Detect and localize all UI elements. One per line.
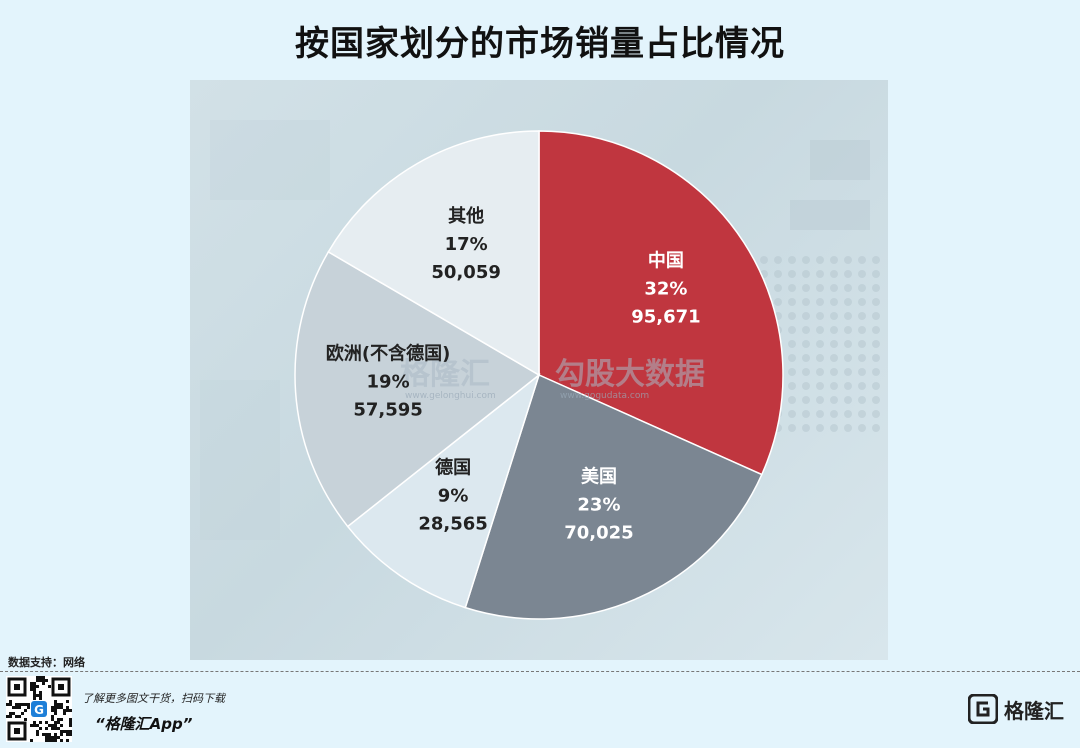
qr-code-icon[interactable]: G bbox=[6, 676, 72, 742]
pie-slice-4 bbox=[327, 130, 540, 377]
footer-divider bbox=[0, 671, 1080, 672]
watermark-brand1: 格隆汇 bbox=[400, 357, 490, 392]
pie-label-value-4: 50,059 bbox=[431, 262, 500, 283]
pie-label-percent-0: 32% bbox=[644, 279, 687, 300]
chart-title: 按国家划分的市场销量占比情况 bbox=[295, 24, 785, 64]
pie-label-name-0: 中国 bbox=[648, 250, 684, 272]
promo-text: 了解更多图文干货，扫码下载 bbox=[82, 692, 225, 705]
data-source: 数据支持：网络 bbox=[8, 656, 85, 669]
pie-label-name-2: 德国 bbox=[435, 457, 471, 479]
pie-label-percent-4: 17% bbox=[445, 234, 488, 255]
pie-label-name-4: 其他 bbox=[448, 205, 484, 227]
brand-logo-text: 格隆汇 bbox=[1004, 698, 1064, 723]
watermark-url1: www.gelonghui.com bbox=[405, 391, 496, 401]
pie-slice-0 bbox=[538, 130, 784, 476]
pie-label-value-2: 28,565 bbox=[418, 514, 487, 535]
pie-label-value-3: 57,595 bbox=[353, 400, 422, 421]
pie-slice-1 bbox=[464, 373, 763, 620]
brand-logo: 格隆汇 bbox=[968, 690, 1072, 728]
watermark-url2: www.gogudata.com bbox=[560, 391, 649, 401]
chart-panel: 格隆汇 勾股大数据 www.gelonghui.com www.gogudata… bbox=[190, 80, 888, 660]
g-logo-icon bbox=[968, 694, 998, 724]
pie-slice-2 bbox=[346, 372, 541, 609]
pie-label-name-3: 欧洲(不含德国) bbox=[326, 343, 450, 365]
watermark: 格隆汇 勾股大数据 www.gelonghui.com www.gogudata… bbox=[400, 357, 705, 401]
promo-app-name: “格隆汇App” bbox=[95, 715, 193, 733]
pie-label-percent-1: 23% bbox=[577, 495, 620, 516]
pie-label-value-0: 95,671 bbox=[631, 307, 700, 328]
pie-label-name-1: 美国 bbox=[581, 466, 617, 488]
pie-slice-3 bbox=[294, 250, 541, 528]
pie-label-value-1: 70,025 bbox=[564, 523, 633, 544]
pie-label-percent-2: 9% bbox=[438, 486, 469, 507]
watermark-brand2: 勾股大数据 bbox=[555, 357, 705, 392]
svg-text:G: G bbox=[34, 703, 44, 717]
pie-chart: 格隆汇 勾股大数据 www.gelonghui.com www.gogudata… bbox=[294, 130, 784, 620]
pie-label-percent-3: 19% bbox=[367, 372, 410, 393]
